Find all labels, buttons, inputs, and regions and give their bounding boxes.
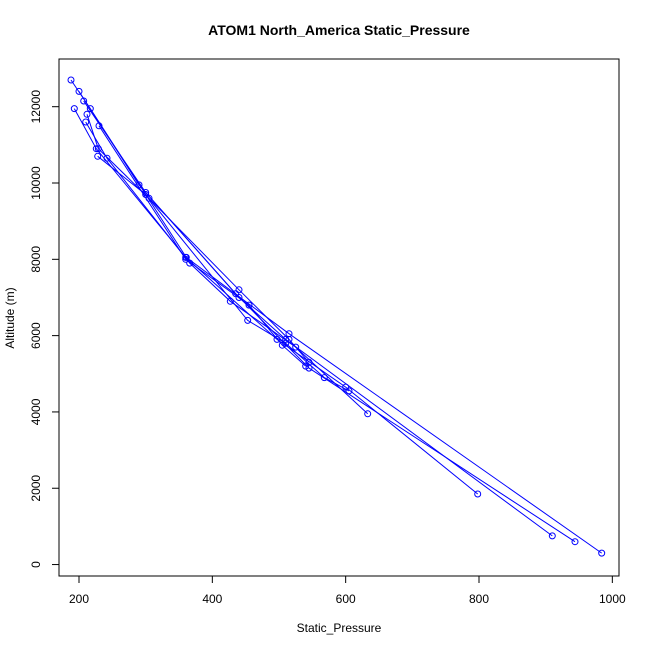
data-point bbox=[278, 341, 286, 349]
y-tick-label: 0 bbox=[29, 561, 43, 568]
data-point bbox=[80, 97, 88, 105]
plot-frame bbox=[58, 58, 620, 577]
x-tick-label: 400 bbox=[202, 592, 222, 606]
data-point bbox=[320, 374, 328, 382]
data-point bbox=[292, 343, 300, 351]
data-point bbox=[186, 259, 194, 267]
x-tick-label: 600 bbox=[336, 592, 356, 606]
data-point bbox=[345, 387, 353, 395]
series-8 bbox=[95, 122, 310, 370]
series-line bbox=[98, 125, 307, 367]
data-point bbox=[92, 145, 100, 153]
series-6 bbox=[94, 152, 353, 395]
data-point bbox=[598, 549, 606, 557]
y-tick-label: 6000 bbox=[29, 322, 43, 349]
data-point bbox=[82, 118, 90, 126]
data-point bbox=[94, 152, 102, 160]
data-point bbox=[182, 253, 190, 261]
data-point bbox=[571, 538, 579, 546]
data-point bbox=[235, 286, 243, 294]
x-axis: 200 400 600 800 1000 bbox=[69, 576, 626, 606]
data-point bbox=[364, 410, 372, 418]
data-point bbox=[548, 532, 556, 540]
y-tick-label: 12000 bbox=[29, 90, 43, 124]
series-5 bbox=[82, 118, 372, 418]
x-axis-label: Static_Pressure bbox=[297, 621, 382, 635]
data-point bbox=[75, 87, 83, 95]
y-axis-label: Altitude (m) bbox=[3, 287, 17, 348]
data-point bbox=[285, 335, 293, 343]
y-tick-label: 8000 bbox=[29, 246, 43, 273]
y-tick-label: 4000 bbox=[29, 398, 43, 425]
data-point bbox=[244, 316, 252, 324]
series-line bbox=[86, 114, 310, 363]
x-tick-label: 200 bbox=[69, 592, 89, 606]
data-point bbox=[95, 122, 103, 130]
data-point bbox=[94, 145, 102, 153]
data-point bbox=[245, 301, 253, 309]
series-layer bbox=[67, 76, 606, 557]
y-tick-label: 2000 bbox=[29, 475, 43, 502]
data-point bbox=[474, 490, 482, 498]
series-line bbox=[85, 121, 369, 415]
data-point bbox=[182, 255, 190, 263]
y-tick-label: 10000 bbox=[29, 166, 43, 200]
data-point bbox=[302, 362, 310, 370]
x-tick-label: 800 bbox=[469, 592, 489, 606]
data-point bbox=[83, 110, 91, 118]
data-point bbox=[67, 76, 75, 84]
data-point bbox=[70, 105, 78, 113]
series-line bbox=[97, 155, 350, 392]
data-point bbox=[235, 294, 243, 301]
chart-title: ATOM1 North_America Static_Pressure bbox=[208, 22, 470, 38]
y-axis: 0 2000 4000 6000 8000 10000 12000 bbox=[29, 90, 59, 568]
data-point bbox=[103, 154, 111, 162]
x-tick-label: 1000 bbox=[599, 592, 626, 606]
